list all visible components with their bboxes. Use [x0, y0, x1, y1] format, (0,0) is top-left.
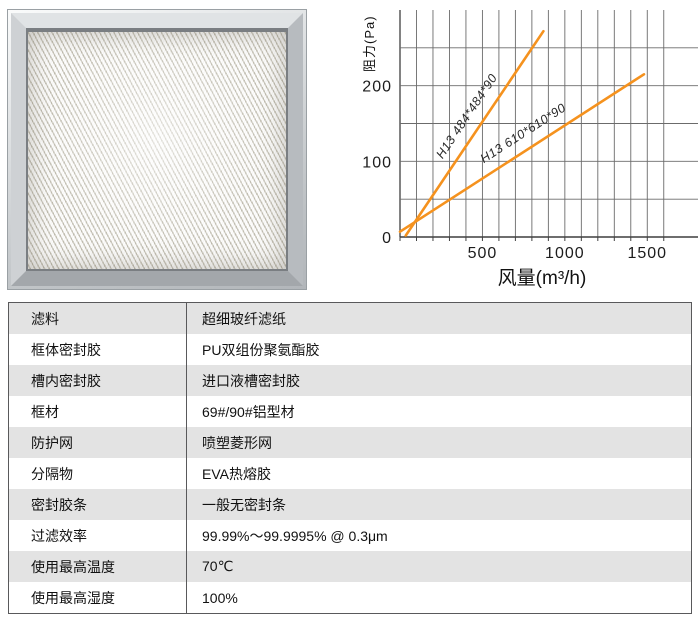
- spec-value: PU双组份聚氨酯胶: [202, 341, 320, 358]
- spec-row: 滤料 超细玻纤滤纸: [8, 302, 692, 334]
- spec-row: 使用最高温度 70℃: [8, 551, 692, 582]
- spec-value: 70℃: [202, 558, 234, 574]
- spec-value: EVA热熔胶: [202, 465, 271, 482]
- spec-value: 100%: [202, 589, 238, 606]
- spec-row: 分隔物 EVA热熔胶: [8, 458, 692, 489]
- spec-label: 密封胶条: [8, 489, 187, 520]
- spec-label: 滤料: [8, 302, 187, 334]
- spec-label: 防护网: [8, 427, 187, 458]
- spec-row: 框材 69#/90#铝型材: [8, 396, 692, 427]
- spec-value: 99.99%～99.9995% @ 0.3μm: [202, 527, 388, 544]
- y-tick-label: 100: [362, 154, 392, 171]
- spec-label: 分隔物: [8, 458, 187, 489]
- x-axis-title: 风量(m³/h): [498, 268, 587, 289]
- spec-row: 过滤效率 99.99%～99.9995% @ 0.3μm: [8, 520, 692, 551]
- filter-product-photo: [7, 9, 307, 290]
- y-tick-label: 200: [362, 79, 392, 96]
- spec-table-body: 滤料 超细玻纤滤纸 框体密封胶 PU双组份聚氨酯胶 槽内密封胶 进口液槽密封胶 框材 69#/…: [8, 302, 692, 614]
- spec-value: 一般无密封条: [202, 496, 286, 513]
- x-tick-label: 1500: [627, 245, 667, 262]
- y-axis-title: 阻力(Pa): [362, 15, 377, 72]
- spec-row: 槽内密封胶 进口液槽密封胶: [8, 365, 692, 396]
- filter-aluminum-frame: [11, 13, 303, 286]
- filter-mesh-media: [28, 32, 286, 269]
- spec-value: 进口液槽密封胶: [202, 372, 300, 389]
- spec-table: 滤料 超细玻纤滤纸 框体密封胶 PU双组份聚氨酯胶 槽内密封胶 进口液槽密封胶 框材 69#/…: [8, 302, 692, 614]
- resistance-airflow-chart: 500 1000 1500 0 100 200 风量(m³/h) 阻力(Pa) H13 484*…: [352, 0, 700, 295]
- x-tick-label: 500: [468, 245, 498, 262]
- spec-row: 框体密封胶 PU双组份聚氨酯胶: [8, 334, 692, 365]
- spec-label: 使用最高温度: [8, 551, 187, 582]
- spec-label: 框材: [8, 396, 187, 427]
- spec-label: 过滤效率: [8, 520, 187, 551]
- y-tick-label: 0: [382, 230, 392, 247]
- data-line: [404, 29, 545, 237]
- spec-label: 槽内密封胶: [8, 365, 187, 396]
- spec-value: 超细玻纤滤纸: [202, 310, 286, 327]
- spec-label: 框体密封胶: [8, 334, 187, 365]
- spec-row: 密封胶条 一般无密封条: [8, 489, 692, 520]
- spec-value: 喷塑菱形网: [202, 434, 272, 451]
- spec-label: 使用最高湿度: [8, 582, 187, 614]
- spec-row: 使用最高湿度 100%: [8, 582, 692, 614]
- spec-row: 防护网 喷塑菱形网: [8, 427, 692, 458]
- spec-value: 69#/90#铝型材: [202, 403, 295, 420]
- x-tick-label: 1000: [545, 245, 585, 262]
- data-line: [398, 73, 646, 234]
